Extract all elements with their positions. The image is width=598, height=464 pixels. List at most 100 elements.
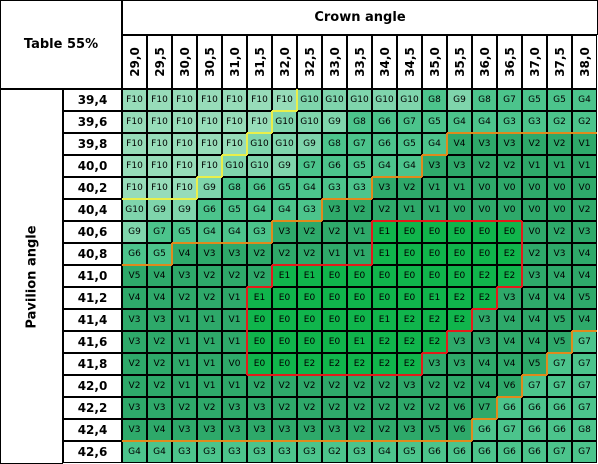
- grade-cell: V4: [497, 309, 522, 331]
- grade-cell: V3: [422, 155, 447, 177]
- grade-cell: G6: [547, 419, 572, 441]
- grade-cell: E0: [347, 265, 372, 287]
- grade-cell: G10: [297, 89, 322, 111]
- grade-cell: G3: [347, 441, 372, 463]
- grade-cell: G5: [422, 111, 447, 133]
- grade-cell: V3: [147, 309, 172, 331]
- grade-cell: G6: [197, 199, 222, 221]
- grade-cell: F10: [147, 89, 172, 111]
- crown-angle-column-header: 31,0: [222, 35, 247, 89]
- grade-cell: F10: [147, 155, 172, 177]
- grade-cell: V0: [222, 353, 247, 375]
- grade-cell: V1: [222, 331, 247, 353]
- grade-cell: G6: [472, 441, 497, 463]
- grade-cell: V5: [572, 287, 597, 309]
- grade-cell: V3: [397, 419, 422, 441]
- grade-cell: V2: [197, 287, 222, 309]
- grade-cell: V2: [147, 331, 172, 353]
- grade-cell: V0: [472, 199, 497, 221]
- grade-cell: G4: [572, 89, 597, 111]
- grade-cell: G8: [222, 177, 247, 199]
- grade-cell: G9: [172, 199, 197, 221]
- grade-cell: V4: [522, 309, 547, 331]
- crown-angle-column-header: 34,5: [397, 35, 422, 89]
- crown-angle-column-header: 30,5: [197, 35, 222, 89]
- crown-angle-column-header: 37,5: [547, 35, 572, 89]
- grade-cell: V0: [472, 177, 497, 199]
- grade-cell: V4: [472, 375, 497, 397]
- grade-cell: G3: [272, 441, 297, 463]
- grade-cell: E2: [497, 265, 522, 287]
- grade-cell: E0: [422, 221, 447, 243]
- grade-cell: V2: [372, 375, 397, 397]
- grade-cell: V1: [347, 243, 372, 265]
- pavilion-angle-row-header: 40,4: [63, 199, 122, 221]
- grade-cell: G9: [297, 133, 322, 155]
- pavilion-angle-row-header: 39,4: [63, 89, 122, 111]
- grade-cell: E2: [447, 287, 472, 309]
- pavilion-angle-row-header: 42,6: [63, 441, 122, 463]
- grade-cell: F10: [247, 89, 272, 111]
- grade-cell: G5: [172, 221, 197, 243]
- grade-cell: G7: [522, 375, 547, 397]
- grade-cell: V2: [422, 397, 447, 419]
- grade-cell: G7: [547, 441, 572, 463]
- grade-cell: G4: [247, 199, 272, 221]
- pavilion-angle-row-header: 41,8: [63, 353, 122, 375]
- grade-cell: V3: [197, 243, 222, 265]
- grade-cell: V4: [572, 243, 597, 265]
- grade-cell: V7: [472, 397, 497, 419]
- grade-cell: E0: [447, 243, 472, 265]
- grade-cell: E0: [447, 265, 472, 287]
- pavilion-angle-row-header: 41,6: [63, 331, 122, 353]
- grade-cell: V2: [447, 375, 472, 397]
- grade-cell: G10: [322, 89, 347, 111]
- grade-cell: G2: [547, 111, 572, 133]
- crown-angle-column-header: 35,0: [422, 35, 447, 89]
- crown-angle-value: 29,0: [127, 47, 142, 77]
- grade-cell: V0: [497, 199, 522, 221]
- grade-cell: V0: [547, 177, 572, 199]
- grade-cell: V3: [447, 155, 472, 177]
- grade-cell: F10: [147, 177, 172, 199]
- grade-cell: E0: [397, 287, 422, 309]
- crown-angle-column-header: 37,0: [522, 35, 547, 89]
- grade-cell: V3: [272, 221, 297, 243]
- grade-cell: V4: [547, 287, 572, 309]
- crown-angle-column-header: 38,0: [572, 35, 597, 89]
- grade-cell: V3: [522, 265, 547, 287]
- grade-cell: G7: [572, 353, 597, 375]
- grade-cell: G4: [372, 441, 397, 463]
- crown-angle-value: 33,0: [327, 47, 342, 77]
- grade-cell: F10: [222, 89, 247, 111]
- grade-cell: V2: [247, 375, 272, 397]
- grade-cell: E2: [372, 353, 397, 375]
- grade-cell: G10: [297, 111, 322, 133]
- grade-cell: G9: [197, 177, 222, 199]
- grade-cell: V3: [422, 353, 447, 375]
- grade-cell: G5: [397, 133, 422, 155]
- grade-cell: V6: [447, 397, 472, 419]
- grade-cell: V4: [447, 133, 472, 155]
- grade-cell: E0: [322, 331, 347, 353]
- grade-cell: V3: [122, 331, 147, 353]
- grade-cell: V2: [497, 155, 522, 177]
- grade-cell: V2: [347, 419, 372, 441]
- grade-cell: F10: [122, 155, 147, 177]
- grade-cell: V1: [172, 353, 197, 375]
- crown-angle-value: 34,0: [377, 47, 392, 77]
- grade-cell: V5: [122, 265, 147, 287]
- grade-cell: V5: [422, 419, 447, 441]
- crown-angle-column-header: 36,5: [497, 35, 522, 89]
- grade-cell: V2: [472, 155, 497, 177]
- grade-cell: E2: [397, 309, 422, 331]
- grade-cell: F10: [197, 155, 222, 177]
- grade-cell: V1: [197, 331, 222, 353]
- grade-cell: G10: [372, 89, 397, 111]
- grade-cell: F10: [122, 89, 147, 111]
- grade-cell: E2: [297, 353, 322, 375]
- grade-cell: V1: [347, 221, 372, 243]
- grade-cell: E2: [472, 265, 497, 287]
- grade-cell: F10: [222, 133, 247, 155]
- grade-cell: V2: [122, 353, 147, 375]
